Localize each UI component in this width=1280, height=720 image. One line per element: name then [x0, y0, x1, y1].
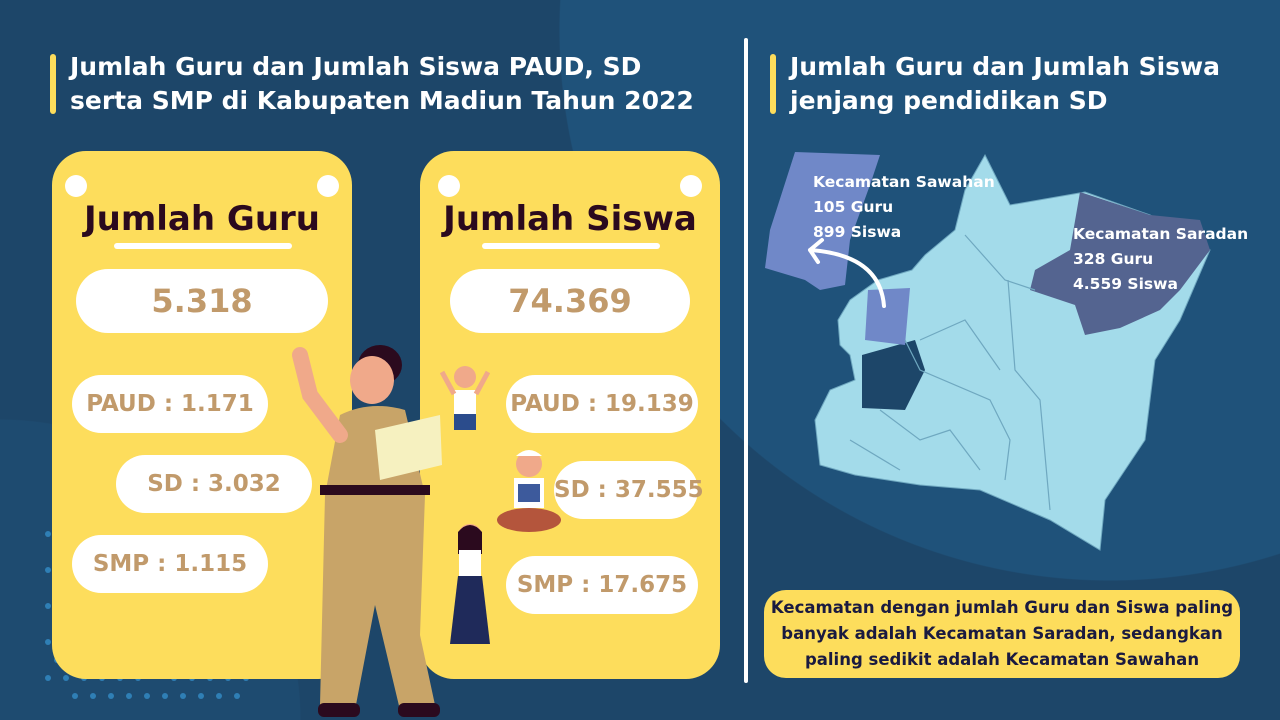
- card-hole: [65, 175, 87, 197]
- guru-smp: SMP : 1.115: [72, 535, 268, 593]
- siswa-card: Jumlah Siswa 74.369 PAUD : 19.139 SD : 3…: [420, 151, 720, 679]
- guru-sd: SD : 3.032: [116, 455, 312, 513]
- left-title: Jumlah Guru dan Jumlah Siswa PAUD, SD se…: [50, 50, 710, 118]
- student-reading-illustration: [497, 450, 561, 532]
- card-hole: [680, 175, 702, 197]
- map-region-saradan: [1030, 192, 1210, 335]
- decor-dot: [144, 693, 150, 699]
- map-region-sawahan-inset: [865, 288, 910, 345]
- saradan-name: Kecamatan Saradan: [1073, 225, 1249, 243]
- decor-dot: [198, 693, 204, 699]
- teacher-illustration: [292, 345, 442, 717]
- sawahan-siswa: 899 Siswa: [813, 223, 902, 241]
- conclusion-note: Kecamatan dengan jumlah Guru dan Siswa p…: [764, 590, 1240, 678]
- sawahan-name: Kecamatan Sawahan: [813, 173, 995, 191]
- arrow-icon: [808, 238, 886, 308]
- guru-card: Jumlah Guru 5.318 PAUD : 1.171 SD : 3.03…: [52, 151, 352, 679]
- guru-heading: Jumlah Guru: [83, 199, 320, 239]
- saradan-guru: 328 Guru: [1073, 250, 1154, 268]
- siswa-smp: SMP : 17.675: [506, 556, 698, 614]
- decor-dot: [90, 693, 96, 699]
- divider: [744, 38, 748, 683]
- map-dark-gap: [862, 340, 925, 410]
- heading-underline: [482, 243, 660, 249]
- saradan-siswa: 4.559 Siswa: [1073, 275, 1178, 293]
- decor-dot: [72, 693, 78, 699]
- card-hole: [438, 175, 460, 197]
- siswa-paud: PAUD : 19.139: [506, 375, 698, 433]
- guru-paud: PAUD : 1.171: [72, 375, 268, 433]
- decor-dot: [45, 675, 51, 681]
- student-girl-illustration: [450, 524, 490, 644]
- sawahan-guru: 105 Guru: [813, 198, 894, 216]
- siswa-sd: SD : 37.555: [554, 461, 704, 519]
- decor-dot: [180, 693, 186, 699]
- siswa-heading: Jumlah Siswa: [443, 199, 697, 239]
- decor-dot: [108, 693, 114, 699]
- madiun-map: [765, 152, 1211, 551]
- decor-dot: [45, 639, 51, 645]
- decor-dot: [63, 675, 69, 681]
- guru-total: 5.318: [76, 269, 328, 333]
- decor-dot: [234, 693, 240, 699]
- decor-dot: [162, 693, 168, 699]
- map-district-borders: [849, 234, 1051, 511]
- sawahan-label: Kecamatan Sawahan 105 Guru 899 Siswa: [813, 170, 995, 245]
- map-region-sawahan: [765, 152, 880, 290]
- decor-dot: [126, 693, 132, 699]
- decor-dot: [45, 603, 51, 609]
- siswa-total: 74.369: [450, 269, 690, 333]
- right-title: Jumlah Guru dan Jumlah Siswa jenjang pen…: [770, 50, 1230, 118]
- heading-underline: [114, 243, 292, 249]
- decor-dot: [45, 567, 51, 573]
- decor-dot: [45, 531, 51, 537]
- student-boy-illustration: [440, 366, 490, 430]
- card-hole: [317, 175, 339, 197]
- saradan-label: Kecamatan Saradan 328 Guru 4.559 Siswa: [1073, 222, 1248, 297]
- decor-dot: [216, 693, 222, 699]
